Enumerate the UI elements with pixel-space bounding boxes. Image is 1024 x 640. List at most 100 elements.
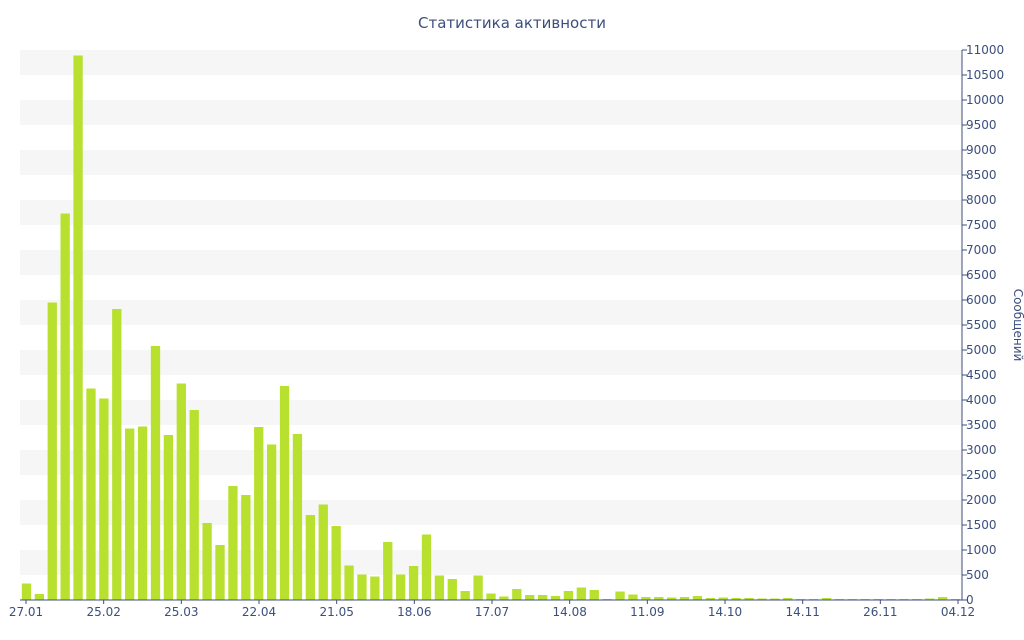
grid-band <box>20 200 962 225</box>
bar[interactable] <box>215 545 225 600</box>
grid-band <box>20 400 962 425</box>
axes: 0 500 1000 1500 2000 2500 3000 3500 4000 4500 5000… <box>9 43 1004 619</box>
bar[interactable] <box>150 346 161 600</box>
bar[interactable] <box>228 486 238 600</box>
bar[interactable] <box>576 587 586 601</box>
grid-band <box>20 350 962 375</box>
bar[interactable] <box>525 595 535 600</box>
bar[interactable] <box>137 426 148 601</box>
y-tick-label: 0 <box>966 593 974 607</box>
y-tick-label: 500 <box>966 568 989 582</box>
x-tick-label: 22.04 <box>242 605 276 619</box>
bar[interactable] <box>486 593 496 601</box>
bar[interactable] <box>628 594 638 601</box>
bar[interactable] <box>550 596 561 600</box>
y-axis-label: Сообщений <box>1011 289 1024 362</box>
x-tick-label: 17.07 <box>475 605 509 619</box>
x-tick-label: 04.12 <box>941 605 975 619</box>
bar[interactable] <box>73 55 83 601</box>
grid-band <box>20 50 962 75</box>
bar[interactable] <box>21 583 32 601</box>
bar[interactable] <box>537 595 548 600</box>
bars <box>21 55 961 601</box>
grid-band <box>20 450 962 475</box>
x-tick-label: 25.02 <box>86 605 120 619</box>
x-tick-label: 27.01 <box>9 605 43 619</box>
grid-band <box>20 300 962 325</box>
bar[interactable] <box>667 597 677 601</box>
bar[interactable] <box>266 444 277 601</box>
bar[interactable] <box>770 598 780 601</box>
bar[interactable] <box>292 434 303 600</box>
bar[interactable] <box>821 598 832 600</box>
bar[interactable] <box>447 579 457 600</box>
bar[interactable] <box>512 589 522 600</box>
bar[interactable] <box>925 598 935 601</box>
y-tick-label: 10000 <box>966 93 1004 107</box>
bar[interactable] <box>499 596 509 601</box>
x-tick-label: 14.11 <box>785 605 819 619</box>
bar[interactable] <box>163 435 174 600</box>
bar[interactable] <box>60 213 70 601</box>
bar[interactable] <box>718 597 728 601</box>
bar[interactable] <box>434 575 445 601</box>
bar[interactable] <box>473 575 483 601</box>
grid-band <box>20 150 962 175</box>
y-tick-label: 7000 <box>966 243 997 257</box>
bar[interactable] <box>396 574 406 601</box>
bar[interactable] <box>615 591 625 601</box>
x-tick-label: 18.06 <box>397 605 431 619</box>
bar[interactable] <box>654 597 664 600</box>
bar[interactable] <box>589 590 599 600</box>
y-tick-label: 9500 <box>966 118 997 132</box>
bar[interactable] <box>318 504 328 601</box>
bar[interactable] <box>679 597 690 600</box>
bar[interactable] <box>460 591 470 600</box>
bar[interactable] <box>563 591 574 600</box>
y-tick-label: 1000 <box>966 543 997 557</box>
y-tick-label: 6000 <box>966 293 997 307</box>
bar[interactable] <box>783 598 793 600</box>
y-tick-label: 8000 <box>966 193 997 207</box>
bar[interactable] <box>744 598 754 600</box>
x-tick-label: 26.11 <box>863 605 897 619</box>
bar[interactable] <box>176 383 186 601</box>
bar[interactable] <box>112 309 122 600</box>
y-tick-label: 1500 <box>966 518 997 532</box>
y-tick-label: 4000 <box>966 393 997 407</box>
y-tick-label: 10500 <box>966 68 1004 82</box>
x-tick-label: 14.08 <box>552 605 586 619</box>
bar[interactable] <box>641 597 651 600</box>
y-tick-label: 5500 <box>966 318 997 332</box>
bar[interactable] <box>757 598 767 601</box>
bar[interactable] <box>331 526 341 600</box>
x-tick-label: 11.09 <box>630 605 664 619</box>
grid-band <box>20 500 962 525</box>
bar[interactable] <box>344 565 354 601</box>
y-tick-label: 2500 <box>966 468 997 482</box>
bar[interactable] <box>125 428 135 601</box>
bar[interactable] <box>34 594 44 600</box>
bar[interactable] <box>202 523 212 600</box>
bar[interactable] <box>357 574 367 601</box>
y-tick-label: 8500 <box>966 168 997 182</box>
bar[interactable] <box>189 410 199 600</box>
bar[interactable] <box>370 576 380 601</box>
bar[interactable] <box>938 597 948 600</box>
bar[interactable] <box>383 542 393 600</box>
bar[interactable] <box>731 598 741 600</box>
bar[interactable] <box>305 515 315 600</box>
bar[interactable] <box>99 398 109 601</box>
bar[interactable] <box>421 534 432 601</box>
bar[interactable] <box>241 495 251 600</box>
bar[interactable] <box>408 566 419 600</box>
x-tick-label: 14.10 <box>708 605 742 619</box>
bar[interactable] <box>47 302 57 601</box>
bar[interactable] <box>279 386 290 600</box>
y-tick-label: 3000 <box>966 443 997 457</box>
x-tick-label: 21.05 <box>319 605 353 619</box>
bar[interactable] <box>705 598 716 600</box>
bar[interactable] <box>254 427 264 600</box>
bar[interactable] <box>86 388 96 601</box>
bar[interactable] <box>692 596 703 600</box>
